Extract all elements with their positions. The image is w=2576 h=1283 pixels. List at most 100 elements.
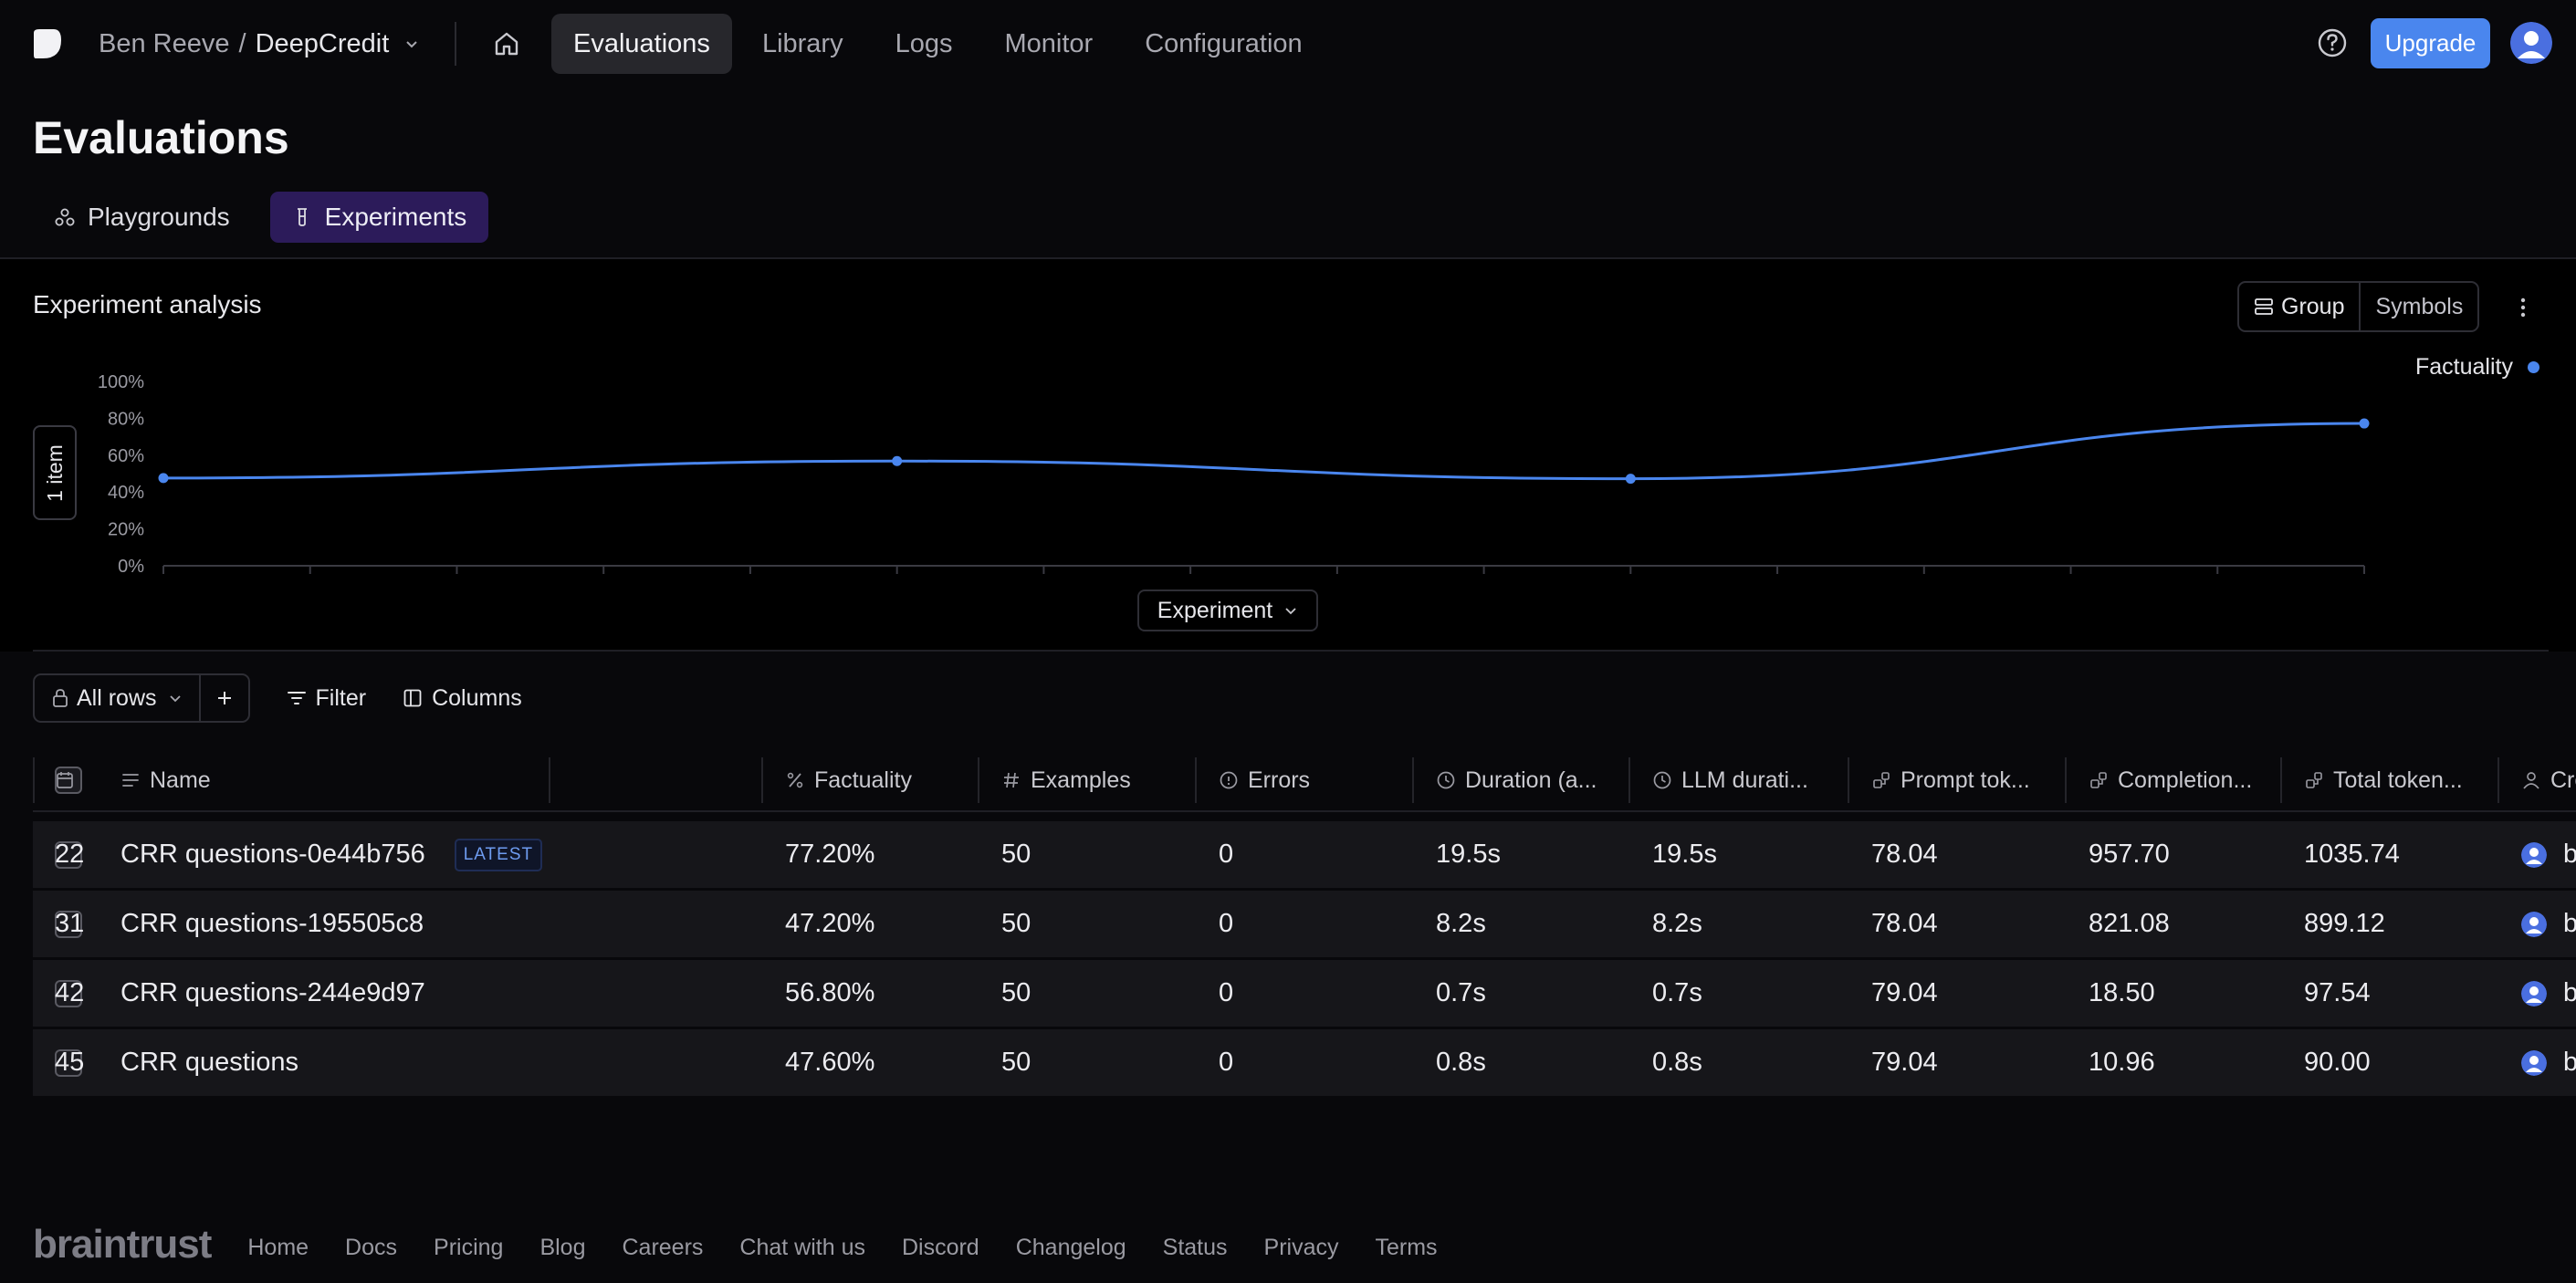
y-tick-label: 100% xyxy=(98,372,144,392)
data-point[interactable] xyxy=(1625,474,1636,485)
experiment-analysis-panel: Experiment analysis Group Symbols Factua… xyxy=(0,259,2576,652)
data-point[interactable] xyxy=(892,455,903,466)
nav-link-evaluations[interactable]: Evaluations xyxy=(551,14,732,74)
column-divider[interactable] xyxy=(549,757,550,803)
footer-link-docs[interactable]: Docs xyxy=(345,1234,398,1260)
column-header-total-token[interactable]: Total token... xyxy=(2282,748,2499,812)
column-divider[interactable] xyxy=(1195,757,1197,803)
column-header-llm-durati[interactable]: LLM durati... xyxy=(1630,748,1849,812)
footer-link-status[interactable]: Status xyxy=(1162,1234,1228,1260)
tab-experiments[interactable]: Experiments xyxy=(269,192,489,243)
column-header-name[interactable]: Name xyxy=(99,748,311,812)
select-all-checkbox[interactable] xyxy=(55,767,82,794)
footer-link-pricing[interactable]: Pricing xyxy=(434,1234,504,1260)
footer-logo[interactable]: braintrust xyxy=(33,1222,212,1267)
panel-divider xyxy=(33,650,2549,652)
columns-button[interactable]: Columns xyxy=(384,673,540,723)
cell-errors: 0 xyxy=(1219,840,1234,869)
table-row[interactable]: CRR questions-195505c8 47.20% 50 0 8.2s 8.2s 7… xyxy=(33,891,2576,957)
column-header-errors[interactable]: Errors xyxy=(1197,748,1414,812)
column-divider[interactable] xyxy=(1848,757,1849,803)
symbols-button[interactable]: Symbols xyxy=(2359,283,2477,330)
tab-experiments-label: Experiments xyxy=(324,203,467,231)
add-view-button[interactable] xyxy=(198,675,248,721)
footer-link-changelog[interactable]: Changelog xyxy=(1015,1234,1126,1260)
braintrust-logo-icon[interactable] xyxy=(30,27,63,60)
table-row[interactable]: CRR questions 47.60% 50 0 0.8s 0.8s 79.04 10.96… xyxy=(33,1029,2576,1096)
column-header-completion[interactable]: Completion... xyxy=(2067,748,2282,812)
footer-link-terms[interactable]: Terms xyxy=(1375,1234,1438,1260)
all-rows-button[interactable]: All rows xyxy=(35,675,199,721)
column-divider[interactable] xyxy=(33,757,35,803)
experiment-name-cell[interactable]: CRR questions-244e9d97 xyxy=(99,960,425,1027)
x-axis-label: Experiment xyxy=(1157,597,1273,623)
footer-link-discord[interactable]: Discord xyxy=(901,1234,979,1260)
token-icon xyxy=(2306,772,2322,788)
table-toolbar: All rows Filter Columns xyxy=(33,673,540,723)
table-row[interactable]: CRR questions-244e9d97 56.80% 50 0 0.7s 0.7s 7… xyxy=(33,960,2576,1027)
symbols-label: Symbols xyxy=(2375,293,2464,319)
column-divider[interactable] xyxy=(2065,757,2067,803)
item-count-pill[interactable]: 1 item xyxy=(33,425,77,520)
experiment-name-cell[interactable]: CRR questions-0e44b756 LATEST xyxy=(99,821,543,888)
footer-link-privacy[interactable]: Privacy xyxy=(1263,1234,1339,1260)
creator-email: ben@reev... xyxy=(2563,1048,2576,1077)
nav-link-configuration[interactable]: Configuration xyxy=(1145,28,1303,58)
project-switcher[interactable]: Ben Reeve / DeepCredit xyxy=(99,26,420,62)
column-header-factuality[interactable]: Factuality xyxy=(763,748,979,812)
cell-llm-duration: 19.5s xyxy=(1652,840,1717,869)
experiment-name-cell[interactable]: CRR questions xyxy=(99,1029,298,1096)
column-divider[interactable] xyxy=(2280,757,2282,803)
column-header-creator[interactable]: Creator xyxy=(2499,748,2576,812)
column-divider[interactable] xyxy=(1628,757,1630,803)
row-checkbox[interactable] xyxy=(55,1048,82,1077)
cell-llm-duration: 0.7s xyxy=(1652,978,1702,1007)
page-title: Evaluations xyxy=(33,112,289,163)
experiment-name-cell[interactable]: CRR questions-195505c8 xyxy=(99,891,424,957)
creator-avatar-icon xyxy=(2521,1049,2547,1076)
row-checkbox[interactable] xyxy=(55,840,82,869)
more-options-icon[interactable] xyxy=(2512,292,2534,323)
footer-link-home[interactable]: Home xyxy=(247,1234,309,1260)
cell-factuality: 56.80% xyxy=(785,978,875,1007)
column-divider[interactable] xyxy=(761,757,763,803)
experiment-name: CRR questions-0e44b756 xyxy=(120,840,425,869)
analysis-title: Experiment analysis xyxy=(33,290,262,318)
nav-link-monitor[interactable]: Monitor xyxy=(1004,28,1094,58)
help-icon[interactable] xyxy=(2316,26,2349,59)
cell-prompt-tokens: 78.04 xyxy=(1871,840,1938,869)
column-divider[interactable] xyxy=(1412,757,1414,803)
user-avatar[interactable] xyxy=(2510,22,2552,64)
cell-total-tokens: 1035.74 xyxy=(2304,840,2400,869)
user-icon xyxy=(2523,772,2539,789)
tab-playgrounds-label: Playgrounds xyxy=(88,203,230,231)
column-divider[interactable] xyxy=(2497,757,2499,803)
column-header-created[interactable] xyxy=(33,748,84,812)
column-header-duration-a[interactable]: Duration (a... xyxy=(1414,748,1630,812)
upgrade-button[interactable]: Upgrade xyxy=(2371,18,2490,68)
row-checkbox[interactable] xyxy=(55,979,82,1007)
data-point[interactable] xyxy=(158,473,169,484)
footer-link-careers[interactable]: Careers xyxy=(622,1234,704,1260)
nav-link-logs[interactable]: Logs xyxy=(895,28,953,58)
column-divider[interactable] xyxy=(978,757,979,803)
filter-button[interactable]: Filter xyxy=(268,673,385,723)
column-header-examples[interactable]: Examples xyxy=(979,748,1197,812)
data-point[interactable] xyxy=(2359,418,2370,429)
y-tick-label: 20% xyxy=(108,520,144,540)
tab-playgrounds[interactable]: Playgrounds xyxy=(33,192,252,243)
group-button[interactable]: Group xyxy=(2239,283,2359,330)
token-icon xyxy=(2090,772,2107,788)
home-button[interactable] xyxy=(488,26,525,62)
row-checkbox-cell xyxy=(55,1029,82,1096)
row-checkbox-cell xyxy=(55,891,82,957)
column-header-label: Examples xyxy=(1031,767,1131,793)
footer-link-chat-with-us[interactable]: Chat with us xyxy=(739,1234,865,1260)
column-header-prompt-tok[interactable]: Prompt tok... xyxy=(1849,748,2067,812)
nav-link-library[interactable]: Library xyxy=(761,28,843,58)
x-axis-selector[interactable]: Experiment xyxy=(1137,589,1318,631)
row-checkbox[interactable] xyxy=(55,910,82,938)
footer-link-blog[interactable]: Blog xyxy=(539,1234,586,1260)
experiment-chart: 0% 20% 40% 60% 80% 100% xyxy=(98,372,2370,577)
table-row[interactable]: CRR questions-0e44b756 LATEST 77.20% 50 0 19.… xyxy=(33,821,2576,888)
